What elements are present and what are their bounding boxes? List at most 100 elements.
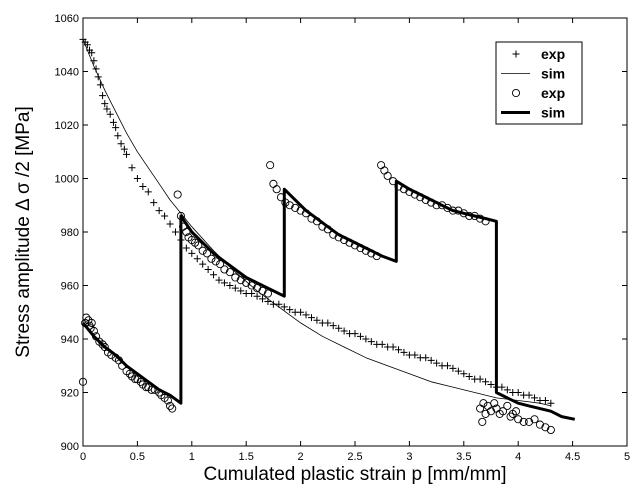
exp-plus-point — [96, 81, 104, 89]
exp-circle-point — [165, 401, 175, 410]
exp-plus-point — [193, 255, 201, 263]
legend: exp sim exp sim — [495, 41, 583, 125]
exp-plus-point — [514, 389, 522, 396]
exp-plus-point — [465, 372, 473, 380]
exp-plus-point — [286, 306, 294, 314]
x-tick-label: 3 — [406, 451, 412, 463]
y-tick-label: 940 — [61, 334, 79, 346]
exp-plus-point — [340, 327, 348, 335]
exp-plus-point — [171, 228, 179, 236]
exp-plus-point — [433, 359, 441, 367]
exp-circle-point — [253, 284, 262, 293]
exp-plus-point — [395, 346, 403, 354]
exp-circle-point — [519, 417, 528, 426]
exp-circle-point — [125, 369, 134, 378]
exp-circle-point — [236, 276, 245, 285]
exp-circle-point — [98, 340, 107, 349]
exp-plus-point — [259, 295, 267, 303]
exp-circle-point — [503, 401, 512, 410]
exp-circle-point — [291, 203, 300, 212]
exp-plus-point — [210, 271, 218, 279]
exp-plus-point — [525, 391, 533, 399]
exp-plus-point — [427, 356, 435, 364]
exp-plus-point — [297, 308, 305, 316]
x-tick-label: 1.5 — [239, 451, 254, 463]
y-axis-ticks: 900 920 940 960 980 1000 1020 1040 1060 — [55, 13, 627, 453]
exp-plus-point — [531, 394, 539, 402]
exp-circle-point — [211, 257, 220, 266]
exp-circle-point — [131, 375, 140, 384]
x-tick-label: 2.5 — [347, 451, 362, 463]
legend-label: sim — [541, 105, 565, 121]
exp-plus-point — [123, 150, 131, 158]
exp-plus-point — [389, 343, 397, 351]
exp-plus-point — [226, 282, 234, 289]
exp-circle-point — [437, 201, 447, 210]
exp-circle-point — [266, 161, 275, 170]
exp-plus-point — [220, 279, 228, 287]
exp-plus-point — [335, 324, 343, 332]
legend-label: sim — [541, 66, 565, 82]
exp-circle-point — [546, 425, 555, 435]
y-tick-label: 900 — [61, 441, 79, 453]
y-tick-label: 920 — [61, 388, 79, 400]
exp-plus-point — [117, 140, 125, 148]
x-tick-label: 3.5 — [456, 451, 471, 463]
exp-plus-point — [378, 340, 386, 348]
series-1-thin-line — [82, 39, 551, 407]
exp-plus-point — [248, 290, 256, 298]
exp-plus-point — [460, 370, 468, 378]
exp-circle-point — [87, 318, 96, 328]
legend-box — [495, 41, 583, 125]
exp-circle-point — [443, 203, 452, 212]
sim-thick-line — [81, 179, 576, 421]
exp-circle-point — [182, 227, 191, 237]
exp-circle-point — [490, 399, 499, 408]
y-tick-label: 1060 — [55, 13, 79, 25]
exp-plus-point — [487, 380, 495, 388]
exp-plus-point — [302, 311, 310, 319]
exp-circle-point — [377, 161, 386, 170]
exp-plus-point — [112, 124, 120, 132]
exp-plus-point — [329, 322, 337, 330]
exp-plus-point — [133, 175, 141, 182]
exp-plus-point — [103, 105, 111, 113]
exp-circle-point — [173, 190, 182, 199]
exp-circle-point — [194, 241, 203, 250]
exp-plus-point — [144, 188, 152, 196]
exp-plus-point — [443, 362, 451, 370]
exp-circle-point — [478, 417, 487, 426]
exp-plus-point — [106, 110, 114, 118]
exp-plus-point — [88, 49, 96, 57]
exp-circle-point — [247, 281, 256, 290]
exp-circle-point — [207, 254, 216, 263]
exp-plus-point — [482, 378, 490, 386]
x-tick-label: 5 — [624, 451, 630, 463]
exp-plus-point — [139, 183, 147, 191]
exp-plus-point — [356, 332, 364, 340]
plot-frame — [82, 17, 628, 447]
y-tick-label: 1040 — [55, 67, 79, 79]
exp-circle-point — [486, 407, 496, 416]
exp-circle-point — [216, 260, 225, 269]
exp-circle-point — [147, 385, 156, 394]
legend-circle-marker — [511, 88, 521, 98]
exp-plus-point — [541, 397, 549, 405]
y-tick-label: 1020 — [55, 120, 79, 132]
x-tick-label: 0 — [80, 451, 86, 463]
exp-circle-point — [242, 278, 251, 287]
exp-plus-point — [422, 354, 430, 362]
x-tick-label: 2 — [298, 451, 304, 463]
exp-circle-point — [263, 289, 273, 298]
exp-plus-point — [351, 330, 359, 338]
exp-plus-point — [280, 303, 288, 311]
exp-plus-point — [204, 265, 212, 273]
exp-circle-point — [231, 273, 240, 282]
exp-circle-point — [136, 377, 145, 386]
exp-plus-point — [114, 132, 122, 140]
exp-plus-point — [313, 316, 321, 324]
exp-plus-point — [324, 319, 332, 327]
legend-label: exp — [541, 46, 565, 62]
series-3-thick-line — [81, 179, 576, 421]
